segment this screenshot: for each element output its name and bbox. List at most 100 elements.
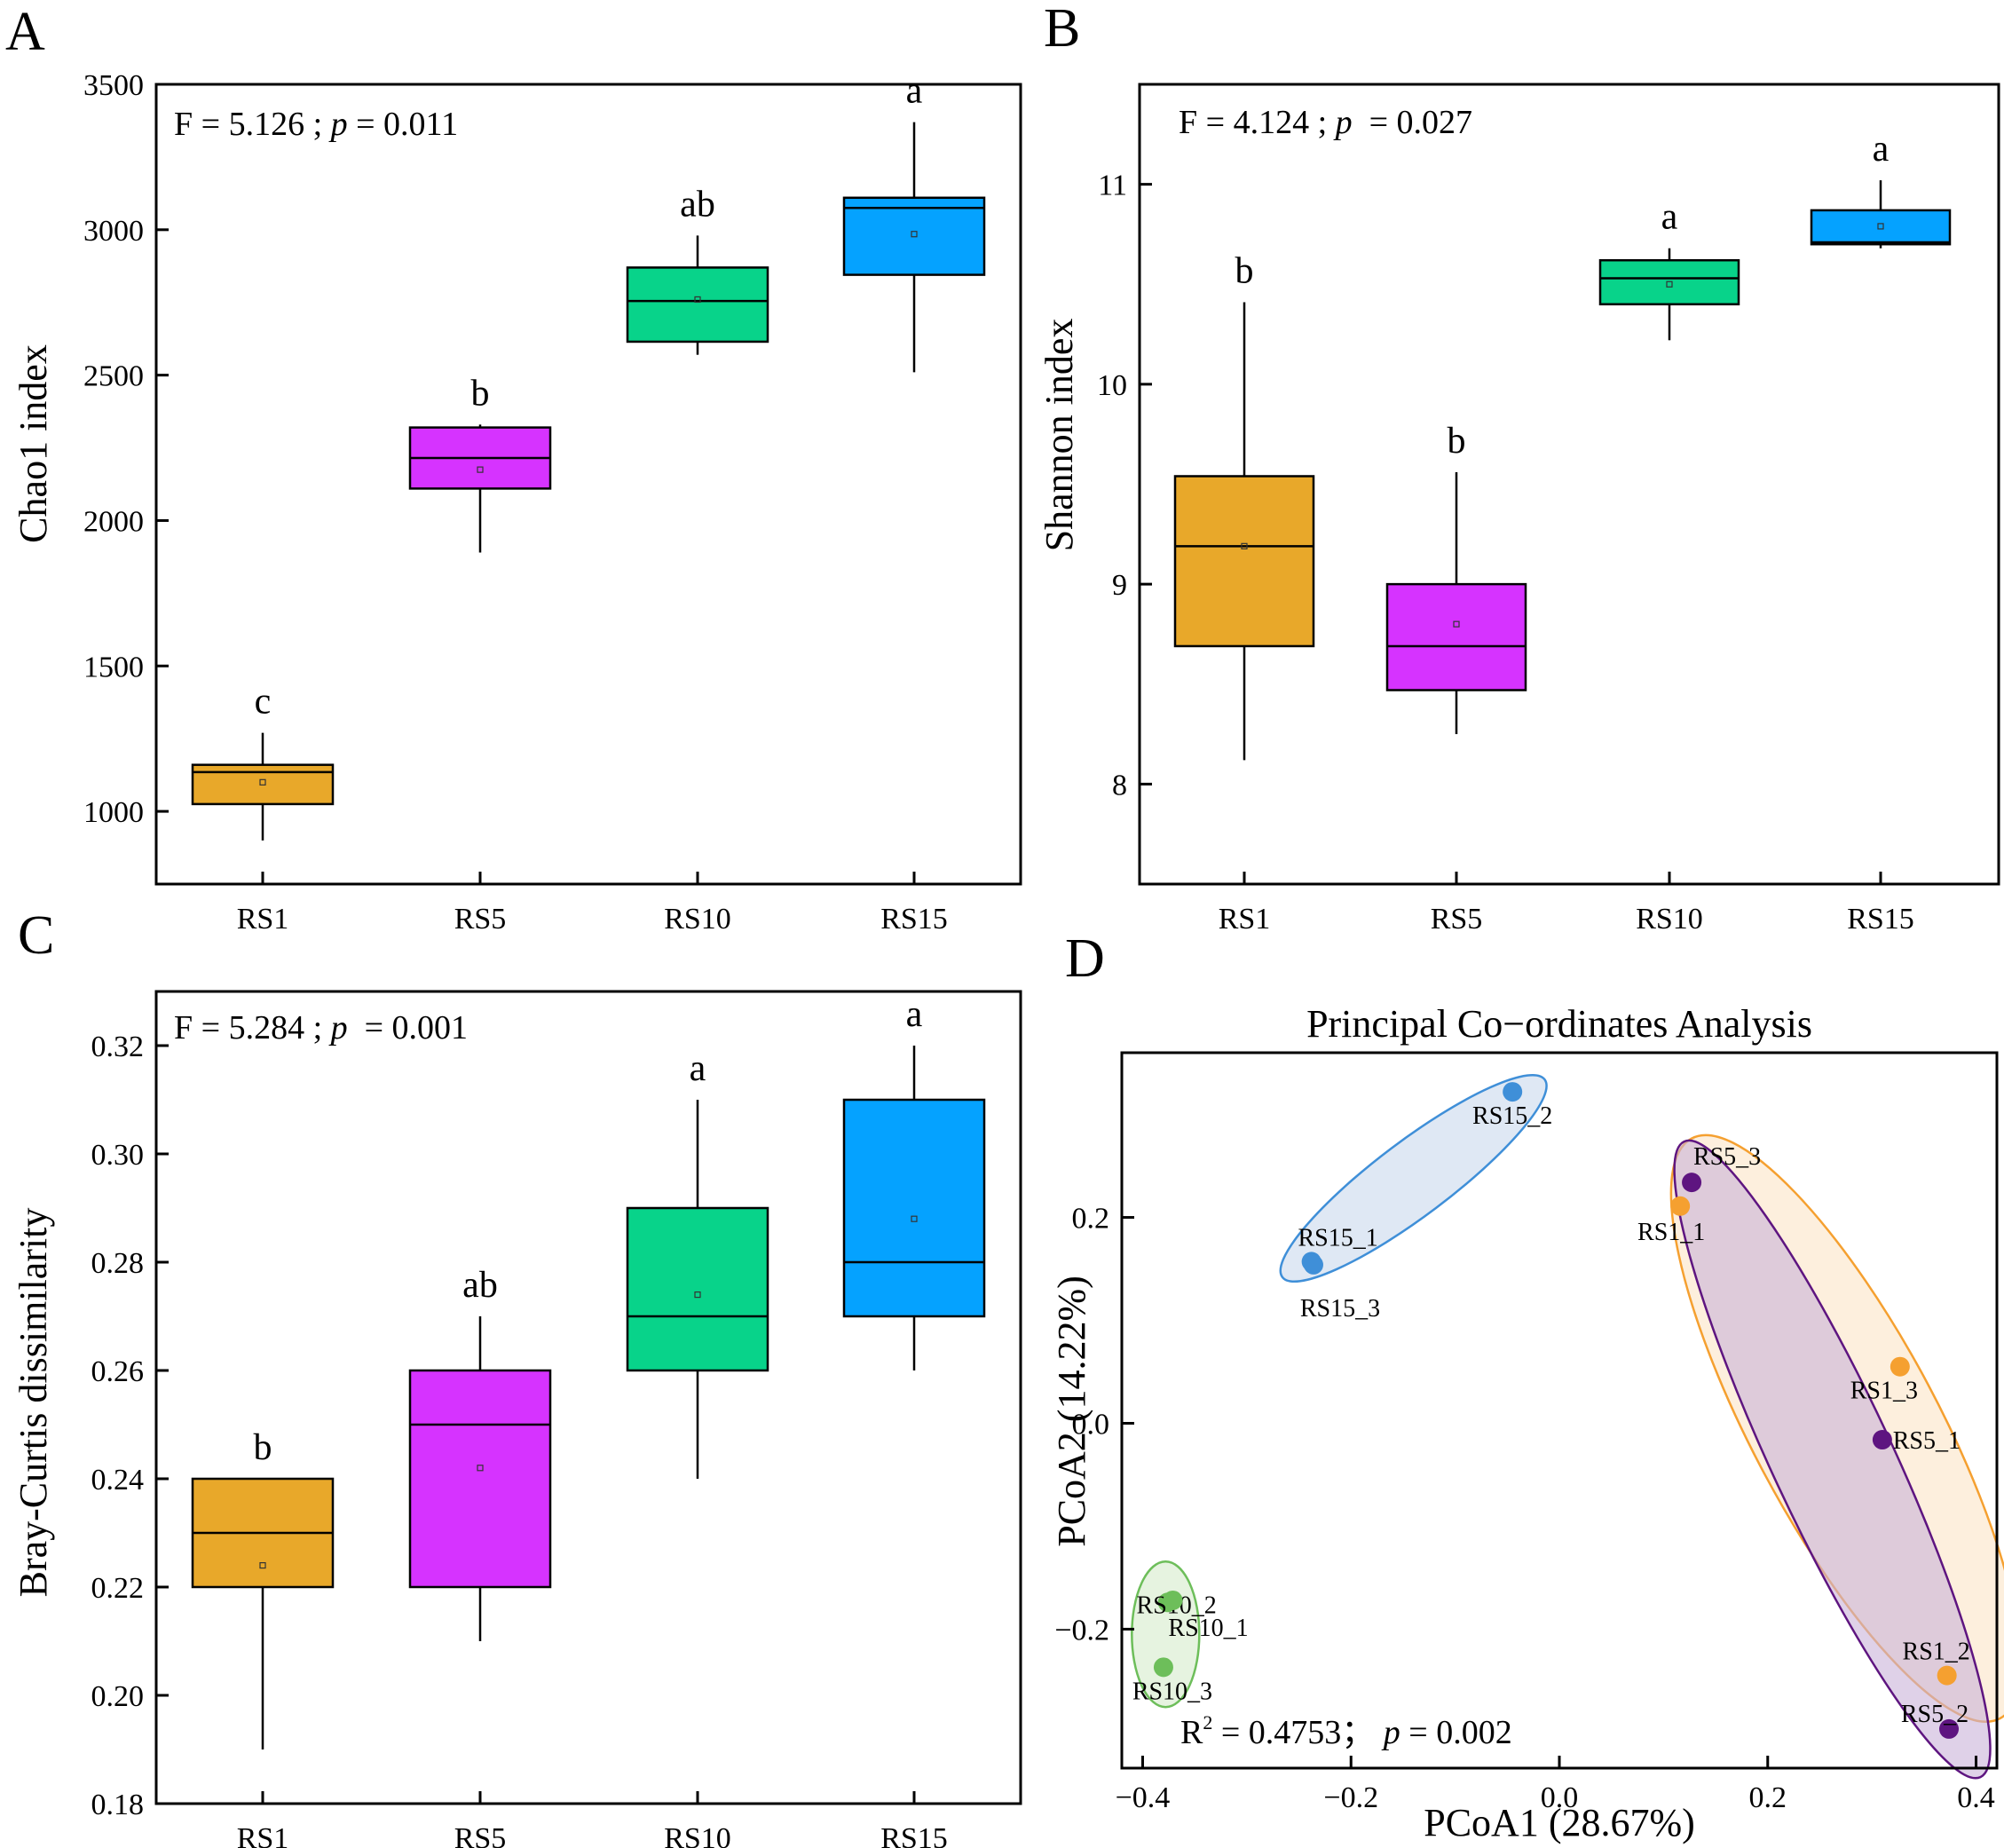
y-tick-label: 0.18 [91, 1789, 145, 1821]
point-label: RS1_1 [1637, 1219, 1705, 1246]
panel-b-shannon-boxplot: 8 9 10 11 Shannon index F = 4.124 ; p = 0.027… [1038, 83, 2000, 936]
mean-marker [911, 231, 918, 238]
point-label: RS5_1 [1893, 1427, 1961, 1455]
x-tick-label: RS1 [237, 1822, 289, 1848]
panel-letter-c: C [18, 905, 54, 966]
y-tick-label: 0.2 [1072, 1203, 1110, 1236]
panel-d-pcoa-scatter: Principal Co−ordinates Analysis −0.4 −0.2 0… [1050, 1002, 2004, 1844]
x-tick-label: RS15 [880, 903, 948, 936]
iqr-box [408, 1369, 552, 1589]
stat-suffix: = 0.002 [1400, 1714, 1512, 1751]
y-tick-label: 0.28 [91, 1247, 145, 1280]
x-tick-label: RS10 [664, 1822, 731, 1848]
mean-marker [1666, 280, 1673, 288]
significance-letter: b [471, 373, 490, 414]
x-tick-label: RS5 [454, 1822, 507, 1848]
y-tick-label: 3000 [83, 215, 144, 248]
x-tick-label: 0.0 [1541, 1781, 1579, 1814]
x-tick-label: RS10 [1636, 903, 1703, 936]
iqr-box [1385, 582, 1527, 691]
data-point [1303, 1254, 1323, 1275]
mean-marker [259, 1561, 266, 1569]
panel-a-chao1-boxplot: 1000 1500 2000 2500 3000 3500 Chao1 index F = 5… [12, 69, 1022, 936]
data-point [1890, 1356, 1910, 1377]
y-tick-label: 1500 [83, 651, 144, 683]
y-tick-label: 0.26 [91, 1355, 145, 1388]
stat-annotation: R2 = 0.4753； p = 0.002 [1180, 1711, 1512, 1751]
y-tick-label: 0.24 [91, 1464, 145, 1497]
iqr-box [626, 266, 769, 344]
y-tick-label: 11 [1098, 170, 1127, 202]
mean-marker [911, 1215, 918, 1222]
box-rs15: RS15 a [1810, 129, 1952, 936]
point-label: RS10_1 [1168, 1615, 1248, 1642]
x-tick-label: 0.2 [1749, 1781, 1787, 1814]
y-axis-label: Shannon index [1038, 319, 1081, 552]
x-tick-label: 0.4 [1957, 1781, 1995, 1814]
data-point [1163, 1590, 1183, 1610]
plot-frame [154, 83, 1022, 886]
box-rs15: RS15 a [842, 71, 986, 936]
y-tick-label: 0.32 [91, 1031, 145, 1063]
stat-prefix: F = 4.124 ; [1179, 104, 1336, 141]
significance-letter: ab [462, 1265, 498, 1306]
x-tick-label: RS15 [880, 1822, 948, 1848]
box-rs15: RS15 a [842, 994, 986, 1848]
point-label: RS1_2 [1903, 1639, 1970, 1666]
mean-marker [1453, 620, 1460, 628]
group-rs1: RS1_1 RS1_3 RS1_2 [1637, 1196, 1970, 1686]
stat-r-superscript: 2 [1203, 1711, 1212, 1733]
stat-suffix: = 0.001 [348, 1009, 468, 1046]
iqr-box [1810, 209, 1952, 246]
point-label: RS10_3 [1132, 1678, 1212, 1705]
x-tick-label: RS5 [1431, 903, 1483, 936]
box-rs10: RS10 ab [626, 184, 769, 936]
y-tick-label: 0.0 [1072, 1408, 1110, 1441]
mean-marker [259, 778, 266, 786]
x-tick-label: −0.4 [1116, 1781, 1171, 1814]
stat-prefix: F = 5.284 ; [174, 1009, 331, 1046]
mean-marker [1241, 542, 1248, 549]
mean-marker [1877, 223, 1884, 230]
significance-letter: a [1873, 129, 1890, 170]
data-point [1670, 1196, 1691, 1216]
box-rs1: RS1 c [191, 682, 335, 936]
significance-letter: b [1235, 251, 1254, 292]
iqr-box [1598, 258, 1740, 306]
x-tick-label: RS1 [237, 903, 289, 936]
stat-prefix: F = 5.126 ; [174, 106, 331, 143]
point-label: RS15_1 [1298, 1224, 1378, 1252]
significance-letter: c [255, 682, 272, 723]
y-tick-label: 1000 [83, 796, 144, 829]
x-tick-label: RS15 [1847, 903, 1914, 936]
rs10-ellipse [1131, 1560, 1201, 1709]
point-label: RS15_2 [1472, 1102, 1552, 1130]
data-point [1682, 1173, 1702, 1193]
point-label: RS1_3 [1850, 1378, 1918, 1405]
point-label: RS5_2 [1901, 1701, 1968, 1728]
significance-letter: a [1661, 197, 1678, 238]
significance-letter: b [1448, 421, 1466, 462]
y-tick-label: 2000 [83, 505, 144, 538]
stat-suffix: = 0.027 [1353, 104, 1472, 141]
significance-letter: a [690, 1048, 706, 1089]
box-rs5: RS5 ab [408, 1265, 552, 1848]
y-tick-label: 0.20 [91, 1680, 145, 1713]
y-axis-label: PCoA2 (14.22%) [1050, 1275, 1093, 1547]
data-point [1153, 1657, 1173, 1678]
point-label: RS5_3 [1693, 1143, 1761, 1171]
stat-p-symbol: p [1333, 104, 1353, 141]
rs15-ellipse [1279, 1073, 1548, 1283]
box-rs5: RS5 b [408, 373, 552, 936]
stat-annotation: F = 4.124 ; p = 0.027 [1179, 104, 1472, 141]
stat-p-symbol: p [1381, 1714, 1400, 1751]
plot-frame [1138, 83, 2000, 886]
stat-annotation: F = 5.284 ; p = 0.001 [174, 1009, 468, 1046]
stat-annotation: F = 5.126 ; p = 0.011 [174, 106, 458, 143]
iqr-box [842, 1098, 986, 1318]
data-point [1872, 1430, 1892, 1450]
x-tick-label: RS5 [454, 903, 507, 936]
y-tick-label: 2500 [83, 360, 144, 393]
